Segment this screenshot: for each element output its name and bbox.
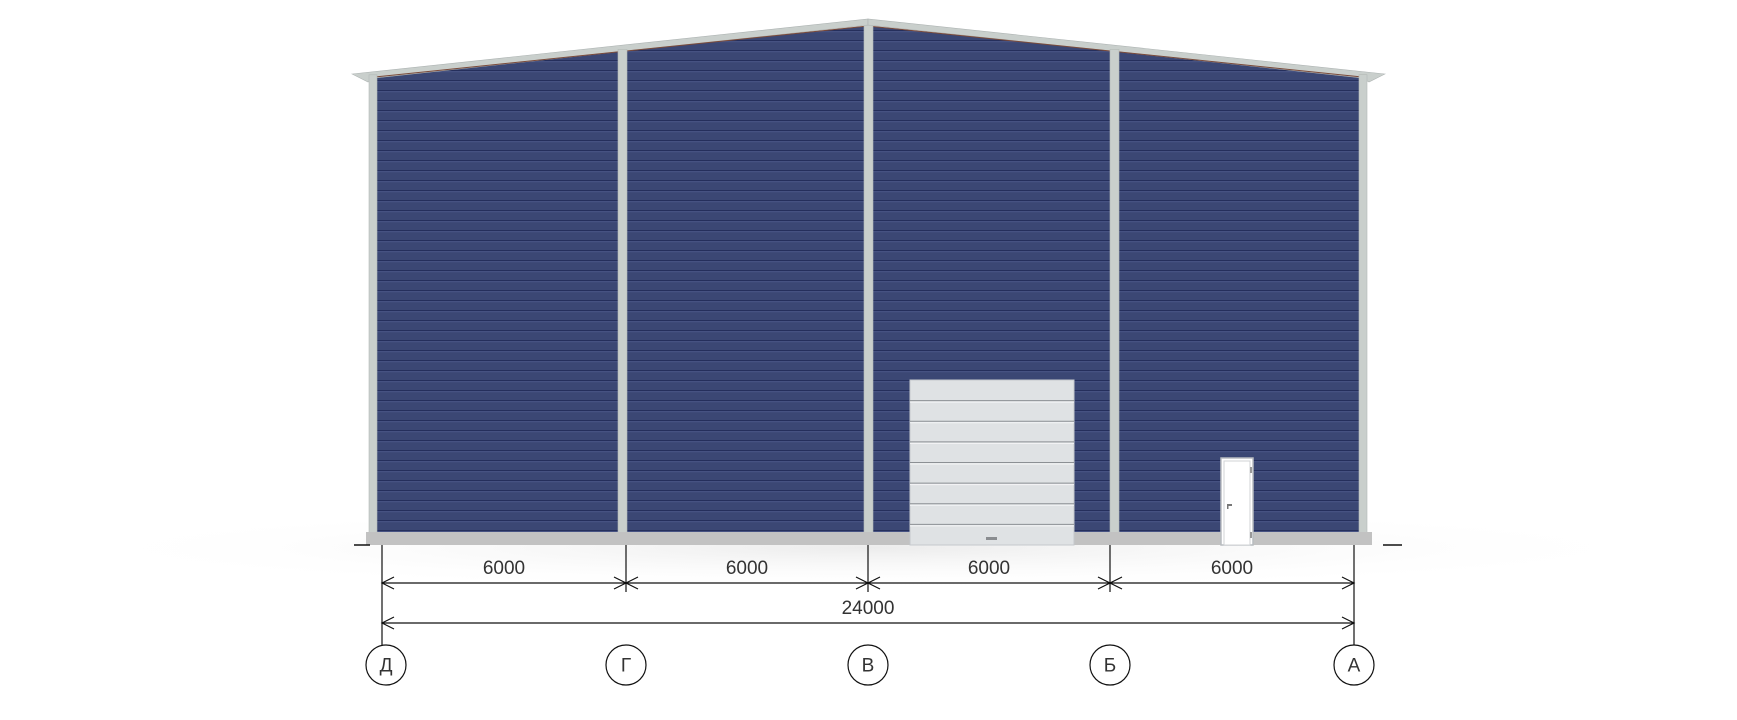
overall-dimension-label: 24000 bbox=[842, 598, 895, 619]
axis-bubble bbox=[1333, 644, 1375, 686]
axis-label: Д bbox=[380, 656, 393, 677]
axis-label: Б bbox=[1104, 656, 1116, 677]
dimension-arrow bbox=[1341, 616, 1356, 630]
span-dimension-label: 6000 bbox=[1211, 558, 1253, 579]
dimension-arrow bbox=[380, 616, 395, 630]
dimension-arrow bbox=[1108, 576, 1123, 590]
span-dimension-label: 6000 bbox=[726, 558, 768, 579]
span-dimension-label: 6000 bbox=[968, 558, 1010, 579]
dimensions: Д Г В Б А 6000 6000 6000 6000 24000 bbox=[365, 545, 1375, 686]
column bbox=[617, 49, 628, 535]
door-handle-icon bbox=[986, 537, 997, 540]
plinth bbox=[366, 532, 1372, 545]
axis-label: Г bbox=[621, 656, 631, 677]
door-handle-icon bbox=[1227, 504, 1232, 506]
axis-label: В bbox=[862, 656, 875, 677]
axis-bubble bbox=[605, 644, 647, 686]
sectional-door bbox=[909, 379, 1075, 546]
column bbox=[863, 25, 874, 535]
dimension-arrow bbox=[380, 576, 395, 590]
column bbox=[368, 74, 378, 535]
axis-bubble bbox=[365, 644, 407, 686]
personnel-door bbox=[1220, 457, 1254, 546]
dimension-arrow bbox=[624, 576, 639, 590]
column bbox=[1358, 74, 1368, 535]
column bbox=[1109, 49, 1120, 535]
dimension-arrow bbox=[866, 576, 881, 590]
axis-bubble bbox=[1089, 644, 1131, 686]
dimension-arrow bbox=[1341, 576, 1356, 590]
axis-bubble bbox=[847, 644, 889, 686]
axis-label: А bbox=[1348, 656, 1361, 677]
span-dimension-label: 6000 bbox=[483, 558, 525, 579]
